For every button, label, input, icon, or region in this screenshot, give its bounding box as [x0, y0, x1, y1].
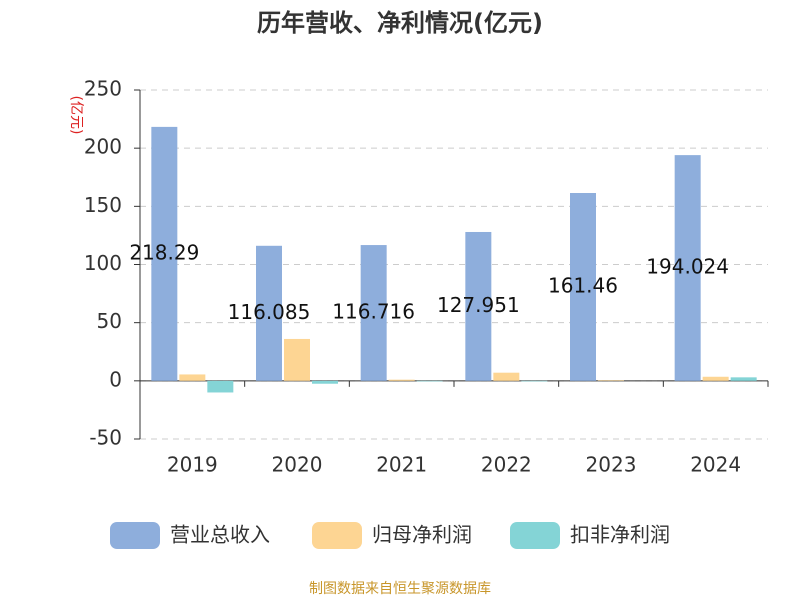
y-tick-label: 50 — [97, 309, 122, 333]
bar — [360, 245, 387, 381]
bar — [674, 155, 701, 381]
bar — [284, 338, 310, 381]
y-tick-label: 250 — [84, 77, 122, 101]
y-axis-label: (亿元) — [68, 96, 84, 135]
data-label: 218.29 — [129, 240, 199, 264]
bar — [570, 193, 596, 381]
bar — [521, 380, 548, 382]
bar — [312, 380, 338, 384]
bar — [207, 380, 234, 393]
bar — [465, 231, 492, 381]
legend-swatch — [110, 522, 160, 549]
bar — [598, 380, 624, 381]
x-tick-label: 2019 — [167, 453, 218, 477]
x-tick-label: 2022 — [481, 453, 532, 477]
x-tick-label: 2023 — [586, 453, 637, 477]
data-label: 194.024 — [646, 254, 729, 278]
data-label: 161.46 — [548, 273, 618, 297]
legend-label: 营业总收入 — [170, 523, 270, 547]
y-tick-label: 0 — [109, 367, 122, 391]
y-tick-label: -50 — [89, 426, 122, 450]
bar — [256, 245, 282, 381]
x-tick-label: 2020 — [272, 453, 323, 477]
chart-title: 历年营收、净利情况(亿元) — [257, 9, 543, 37]
data-label: 116.085 — [228, 300, 311, 324]
source-note: 制图数据来自恒生聚源数据库 — [309, 581, 491, 597]
y-tick-label: 200 — [84, 135, 122, 159]
bar — [151, 126, 178, 381]
bar — [702, 376, 729, 381]
bar — [493, 372, 520, 381]
legend-label: 归母净利润 — [372, 523, 472, 547]
legend-swatch — [312, 522, 362, 549]
x-tick-label: 2021 — [376, 453, 427, 477]
x-tick-label: 2024 — [690, 453, 741, 477]
data-label: 127.951 — [437, 293, 520, 317]
data-label: 116.716 — [332, 299, 415, 323]
bar — [388, 379, 415, 381]
bar — [179, 374, 206, 381]
bar — [730, 377, 757, 381]
legend-swatch — [510, 522, 560, 549]
y-tick-label: 100 — [84, 251, 122, 275]
legend-label: 扣非净利润 — [570, 523, 670, 547]
bar — [416, 380, 443, 382]
y-tick-label: 150 — [84, 193, 122, 217]
